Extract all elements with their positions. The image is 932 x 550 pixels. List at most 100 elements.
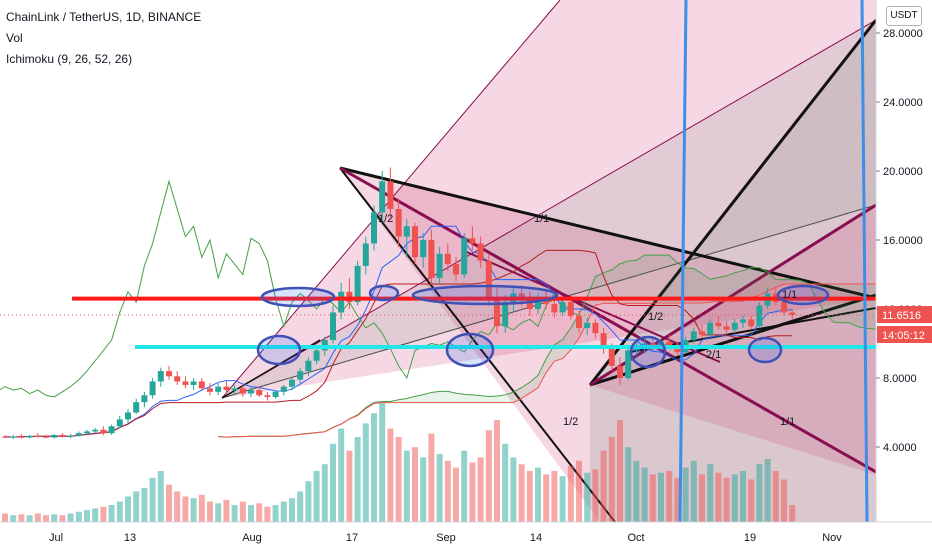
volume-bar xyxy=(756,464,763,522)
volume-bar xyxy=(510,457,517,522)
volume-bar xyxy=(731,474,738,522)
volume-bar xyxy=(764,459,771,522)
countdown-tag: 14:05:12 xyxy=(877,326,932,344)
volume-bar xyxy=(166,484,172,522)
pitchfork-median[interactable] xyxy=(339,166,876,474)
trend-line-up-3[interactable] xyxy=(589,203,876,387)
volume-bar xyxy=(26,515,33,522)
candle-body xyxy=(248,390,254,394)
volume-bar xyxy=(92,508,99,522)
volume-bar xyxy=(526,471,533,522)
candle-body xyxy=(100,429,107,434)
volume-bar xyxy=(412,447,418,522)
volume-bar xyxy=(362,423,369,522)
lagging-span xyxy=(0,179,580,398)
vertical-line-1[interactable] xyxy=(678,0,688,523)
volume-bar xyxy=(338,428,345,522)
volume-bar xyxy=(608,437,615,522)
last-price-tag: 11.6516 xyxy=(877,306,932,324)
candle-body xyxy=(207,388,213,392)
volume-bar xyxy=(551,471,558,522)
volume-bar xyxy=(641,467,648,522)
ellipse-oct19-resistance[interactable] xyxy=(776,284,830,306)
ellipse-oct-support[interactable] xyxy=(629,335,667,369)
candle-body xyxy=(190,381,197,385)
volume-bar xyxy=(559,476,566,522)
volume-bar xyxy=(43,515,49,522)
volume-bar xyxy=(444,460,451,522)
ellipse-aug-mid[interactable] xyxy=(368,284,400,302)
ellipse-aug-resistance[interactable] xyxy=(260,286,336,308)
volume-bar xyxy=(789,505,796,522)
time-tick-label: Nov xyxy=(822,532,842,544)
candle-body xyxy=(51,434,58,438)
candle-body xyxy=(699,331,705,335)
candle-body xyxy=(526,300,533,309)
candle-body xyxy=(608,348,615,366)
candle-body xyxy=(740,319,746,323)
candle-body xyxy=(239,388,246,394)
volume-layer xyxy=(2,403,796,522)
volume-bar xyxy=(600,450,607,522)
candle-body xyxy=(789,312,796,316)
ellipse-aug-support[interactable] xyxy=(256,334,302,366)
candle-body xyxy=(338,291,345,313)
candle-body xyxy=(723,326,730,330)
time-tick-label: 14 xyxy=(530,532,542,544)
volume-bar xyxy=(633,460,640,522)
countdown-label: 14:05:12 xyxy=(882,330,925,342)
ellipse-sep-resistance[interactable] xyxy=(411,284,559,306)
volume-bar xyxy=(666,471,673,522)
volume-indicator-label[interactable]: Vol xyxy=(6,31,23,45)
candle-body xyxy=(116,419,123,427)
time-tick-label: Aug xyxy=(242,532,262,544)
currency-button[interactable]: USDT xyxy=(886,6,922,26)
candle-body xyxy=(535,298,541,309)
volume-bar xyxy=(231,505,238,522)
candle-body xyxy=(354,265,361,303)
volume-bar xyxy=(330,443,336,522)
candle-body xyxy=(272,391,279,397)
volume-bar xyxy=(625,447,632,522)
price-tick-label: 28.0000 xyxy=(883,28,923,40)
volume-bar xyxy=(543,474,550,522)
volume-bar xyxy=(781,479,787,522)
time-axis[interactable]: Jul 13 Aug 17 Sep 14 Oct 19 Nov xyxy=(0,521,932,550)
volume-bar xyxy=(190,498,197,522)
price-tick-label: 8.0000 xyxy=(883,373,917,385)
volume-bar xyxy=(264,506,271,522)
candle-body xyxy=(625,350,632,378)
ellipse-sep-support[interactable] xyxy=(445,332,495,368)
volume-bar xyxy=(346,450,353,522)
trend-line-down-1[interactable] xyxy=(339,166,876,300)
volume-bar xyxy=(371,413,377,522)
volume-bar xyxy=(682,467,689,522)
candle-body xyxy=(584,322,591,328)
candle-body xyxy=(166,371,172,377)
fan-zone-gray[interactable] xyxy=(590,20,876,522)
vertical-line-2[interactable] xyxy=(860,0,869,523)
support-line-aug[interactable] xyxy=(221,339,321,399)
candle-body xyxy=(395,208,402,237)
candle-body xyxy=(75,433,82,436)
candle-body xyxy=(34,435,41,437)
volume-bar xyxy=(707,464,714,522)
volume-bar xyxy=(256,503,263,522)
candle-body xyxy=(223,386,230,391)
ratio-label: 1/2 xyxy=(378,213,393,225)
volume-bar xyxy=(141,488,148,522)
symbol-title[interactable]: ChainLink / TetherUS, 1D, BINANCE xyxy=(6,10,202,24)
trend-line-up-2[interactable] xyxy=(589,293,876,387)
volume-bar xyxy=(567,465,574,522)
volume-bar xyxy=(305,481,312,522)
ichimoku-indicator-label[interactable]: Ichimoku (9, 26, 52, 26) xyxy=(6,52,133,66)
volume-bar xyxy=(207,501,213,522)
price-axis[interactable]: 28.000024.000020.000016.000012.00008.000… xyxy=(875,0,932,550)
price-tick-label: 24.0000 xyxy=(883,97,923,109)
trend-line-up-1[interactable] xyxy=(588,19,876,386)
ellipse-oct19-support[interactable] xyxy=(747,336,783,364)
volume-bar xyxy=(428,433,435,522)
chart-legend: ChainLink / TetherUS, 1D, BINANCE Vol Ic… xyxy=(6,7,201,70)
